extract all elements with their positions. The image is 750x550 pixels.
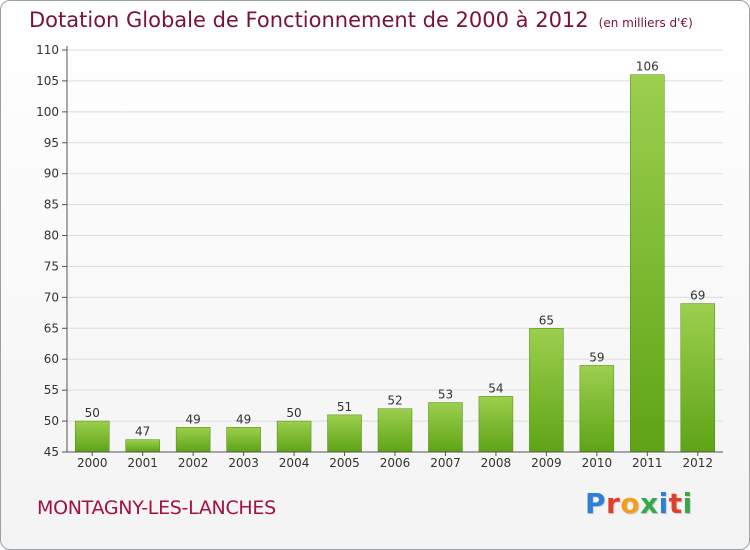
data-label: 59 (589, 350, 604, 364)
data-label: 50 (286, 406, 301, 420)
y-tick-label: 75 (44, 259, 59, 273)
bar (428, 402, 463, 453)
y-tick-label: 105 (36, 74, 59, 88)
x-tick-label: 2003 (228, 456, 259, 470)
title-text: Dotation Globale de Fonctionnement de 20… (29, 8, 589, 32)
data-label: 47 (135, 425, 150, 439)
data-label: 106 (636, 60, 659, 74)
x-tick-label: 2008 (481, 456, 512, 470)
y-axis: 45 50 55 60 65 70 75 80 85 90 95 100 105 110 (36, 43, 68, 459)
logo-letter: o (620, 487, 641, 520)
chart-title: Dotation Globale de Fonctionnement de 20… (29, 8, 693, 32)
x-tick-label: 2007 (430, 456, 461, 470)
data-label: 52 (387, 394, 402, 408)
y-tick-label: 65 (44, 321, 59, 335)
y-tick-label: 100 (36, 105, 59, 119)
y-tick-label: 55 (44, 383, 59, 397)
data-label: 65 (539, 313, 554, 327)
bar (630, 74, 665, 453)
bars: 50 47 49 49 50 51 52 53 54 65 59 106 69 (74, 60, 716, 453)
x-tick-label: 2004 (279, 456, 310, 470)
logo-letter: t (668, 487, 683, 520)
x-tick-label: 2011 (632, 456, 663, 470)
bar (175, 427, 211, 453)
bar (74, 420, 110, 453)
x-tick-label: 2000 (77, 456, 108, 470)
x-tick-label: 2005 (329, 456, 360, 470)
y-tick-label: 80 (44, 229, 59, 243)
logo-letter: i (658, 487, 669, 520)
data-label: 54 (488, 381, 503, 395)
y-tick-label: 90 (44, 167, 59, 181)
unit-note: (en milliers d'€) (598, 16, 693, 30)
bar (125, 439, 160, 453)
bar (529, 328, 564, 453)
y-tick-label: 95 (44, 136, 59, 150)
x-tick-label: 2012 (682, 456, 713, 470)
bar (579, 365, 615, 453)
y-tick-label: 45 (44, 445, 59, 459)
y-tick-label: 70 (44, 290, 59, 304)
x-tick-label: 2001 (127, 456, 158, 470)
bar (478, 396, 514, 453)
proxiti-logo: Proxiti (585, 487, 693, 520)
y-tick-label: 60 (44, 352, 59, 366)
bar (276, 420, 312, 453)
data-label: 49 (186, 412, 201, 426)
grid-lines (67, 49, 723, 453)
y-tick-label: 85 (44, 198, 59, 212)
bar (377, 408, 413, 453)
y-tick-label: 50 (44, 414, 59, 428)
data-label: 49 (236, 412, 251, 426)
logo-letter: x (640, 487, 659, 520)
logo-letter: r (606, 487, 621, 520)
y-tick-label: 110 (36, 43, 59, 57)
x-tick-label: 2009 (531, 456, 562, 470)
bar (680, 303, 716, 453)
logo-letter: P (585, 487, 607, 520)
bar (226, 427, 261, 453)
x-tick-label: 2002 (178, 456, 209, 470)
data-label: 51 (337, 400, 352, 414)
data-label: 69 (690, 289, 705, 303)
data-label: 53 (438, 388, 453, 402)
commune-name: MONTAGNY-LES-LANCHES (37, 497, 276, 519)
logo-letter: i (682, 487, 693, 520)
x-axis: 2000 2001 2002 2003 2004 2005 2006 2007 2008 2009… (67, 451, 723, 470)
x-tick-label: 2010 (582, 456, 613, 470)
x-tick-label: 2006 (380, 456, 411, 470)
bar (327, 414, 362, 453)
data-label: 50 (85, 406, 100, 420)
